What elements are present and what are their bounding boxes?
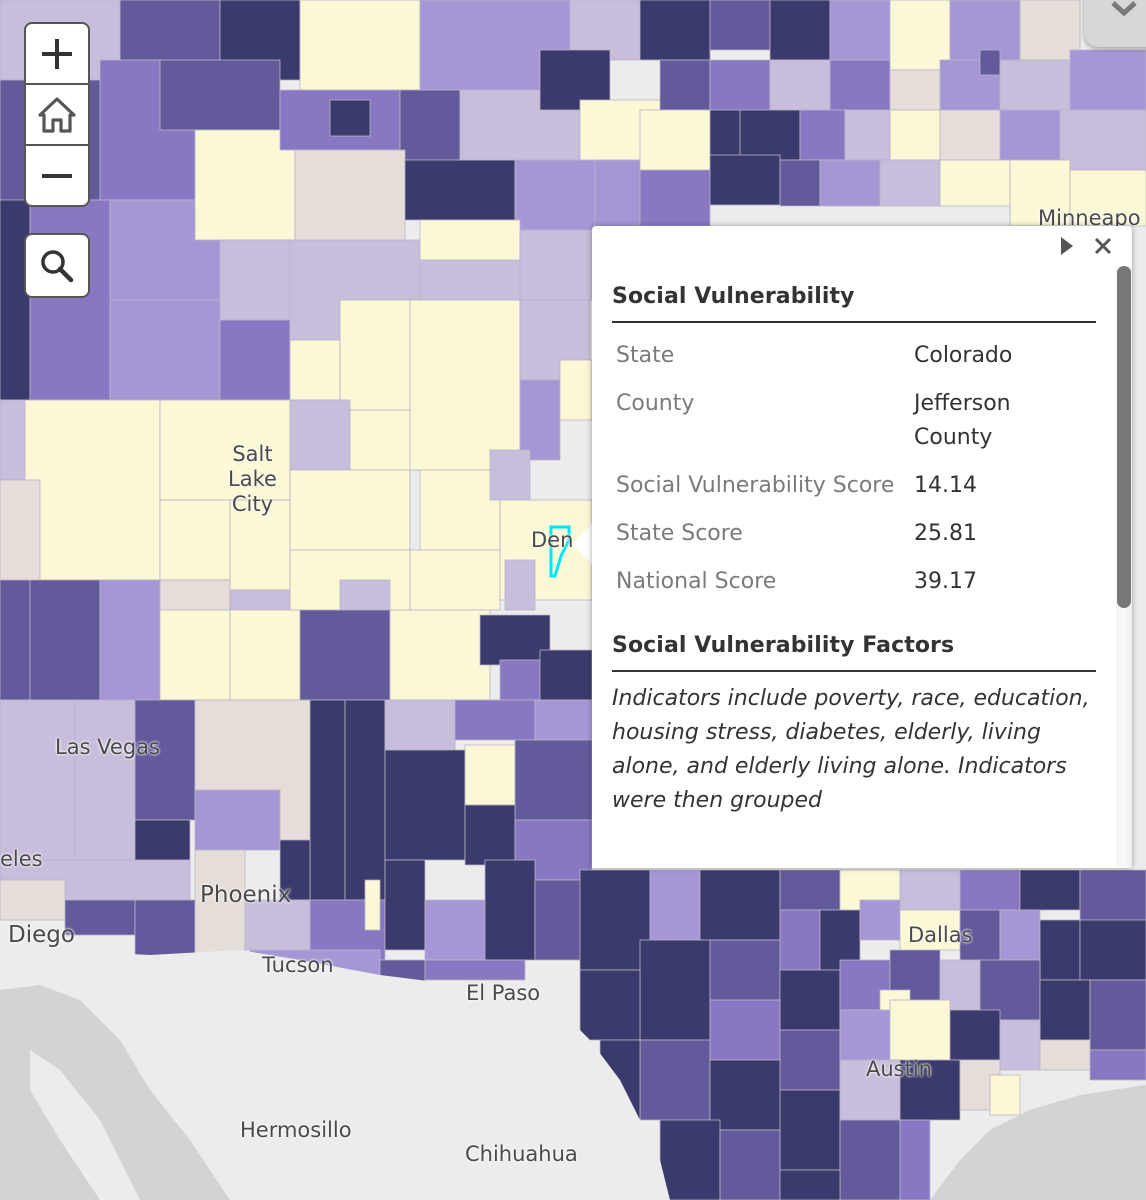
zoom-in-button[interactable] bbox=[26, 24, 88, 85]
city-label-las-vegas: Las Vegas bbox=[55, 735, 160, 759]
city-label-hermosillo: Hermosillo bbox=[240, 1118, 352, 1142]
table-row: County Jefferson County bbox=[612, 379, 1096, 461]
table-row: Social Vulnerability Score 14.14 bbox=[612, 461, 1096, 509]
popup-title: Social Vulnerability bbox=[612, 284, 1096, 323]
popup-close-button[interactable] bbox=[1094, 237, 1112, 255]
popup-next-button[interactable] bbox=[1060, 236, 1074, 256]
attribute-value: 14.14 bbox=[914, 473, 977, 498]
city-label-tucson: Tucson bbox=[262, 953, 334, 977]
table-row: State Colorado bbox=[612, 331, 1096, 379]
attribute-value: Colorado bbox=[914, 343, 1013, 368]
search-button[interactable] bbox=[24, 233, 90, 298]
attribute-value: 25.81 bbox=[914, 521, 977, 546]
popup-pointer bbox=[572, 522, 594, 566]
home-button[interactable] bbox=[26, 85, 88, 146]
panel-toggle-button[interactable] bbox=[1084, 0, 1146, 47]
attribute-value: 39.17 bbox=[914, 569, 977, 594]
city-label-denver: Den bbox=[531, 528, 574, 552]
zoom-out-button[interactable] bbox=[26, 146, 88, 205]
city-label-san-diego: Diego bbox=[8, 922, 75, 948]
factors-title: Social Vulnerability Factors bbox=[612, 633, 1096, 672]
table-row: State Score 25.81 bbox=[612, 509, 1096, 557]
attribute-label: State bbox=[616, 343, 675, 368]
city-label-phoenix: Phoenix bbox=[200, 882, 292, 908]
city-label-austin: Austin bbox=[866, 1057, 932, 1081]
popup-scrollbar-thumb[interactable] bbox=[1117, 266, 1131, 608]
popup-actions bbox=[1060, 236, 1112, 256]
close-icon bbox=[1094, 237, 1112, 255]
factors-section: Social Vulnerability Factors Indicators … bbox=[612, 633, 1096, 818]
attribute-label: National Score bbox=[616, 569, 777, 594]
feature-popup: Social Vulnerability State Colorado Coun… bbox=[592, 226, 1132, 868]
factors-description: Indicators include poverty, race, educat… bbox=[612, 686, 1090, 813]
popup-scrollbar[interactable] bbox=[1116, 266, 1132, 868]
minus-icon bbox=[42, 173, 72, 178]
chevron-down-icon bbox=[1111, 1, 1137, 17]
popup-content: Social Vulnerability State Colorado Coun… bbox=[612, 284, 1096, 818]
plus-icon bbox=[42, 38, 72, 69]
table-row: National Score 39.17 bbox=[612, 557, 1096, 605]
search-icon bbox=[41, 249, 74, 282]
home-icon bbox=[38, 96, 76, 133]
attribute-label: State Score bbox=[616, 521, 743, 546]
attribute-label: County bbox=[616, 391, 695, 416]
attribute-value: Jefferson County bbox=[914, 391, 1011, 450]
zoom-controls bbox=[24, 22, 90, 207]
city-label-salt-lake-city: Salt Lake City bbox=[228, 442, 277, 516]
attribute-table: State Colorado County Jefferson County S… bbox=[612, 331, 1096, 605]
city-label-chihuahua: Chihuahua bbox=[465, 1142, 578, 1166]
city-label-el-paso: El Paso bbox=[466, 981, 541, 1005]
play-arrow-icon bbox=[1061, 237, 1073, 255]
city-label-los-angeles: eles bbox=[0, 847, 43, 871]
attribute-label: Social Vulnerability Score bbox=[616, 473, 895, 498]
city-label-dallas: Dallas bbox=[908, 923, 973, 947]
